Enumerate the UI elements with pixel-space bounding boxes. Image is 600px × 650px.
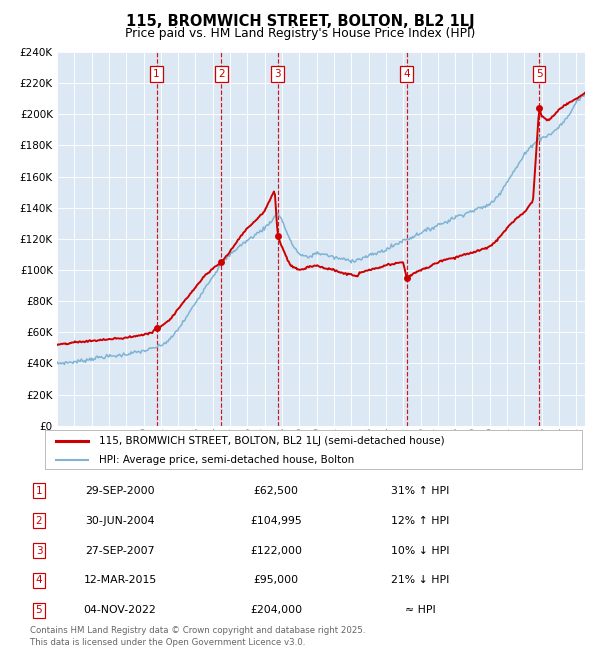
- Text: 21% ↓ HPI: 21% ↓ HPI: [391, 575, 449, 586]
- Text: HPI: Average price, semi-detached house, Bolton: HPI: Average price, semi-detached house,…: [98, 454, 354, 465]
- Text: 4: 4: [35, 575, 43, 586]
- Text: 10% ↓ HPI: 10% ↓ HPI: [391, 545, 449, 556]
- Text: 115, BROMWICH STREET, BOLTON, BL2 1LJ (semi-detached house): 115, BROMWICH STREET, BOLTON, BL2 1LJ (s…: [98, 436, 445, 446]
- Text: 1: 1: [153, 69, 160, 79]
- Text: £104,995: £104,995: [250, 515, 302, 526]
- Text: £122,000: £122,000: [250, 545, 302, 556]
- Text: Price paid vs. HM Land Registry's House Price Index (HPI): Price paid vs. HM Land Registry's House …: [125, 27, 475, 40]
- Text: 4: 4: [403, 69, 410, 79]
- Text: 5: 5: [536, 69, 542, 79]
- Text: 3: 3: [274, 69, 281, 79]
- Text: 115, BROMWICH STREET, BOLTON, BL2 1LJ: 115, BROMWICH STREET, BOLTON, BL2 1LJ: [125, 14, 475, 29]
- Text: 12% ↑ HPI: 12% ↑ HPI: [391, 515, 449, 526]
- Text: 27-SEP-2007: 27-SEP-2007: [85, 545, 155, 556]
- Text: 1: 1: [35, 486, 43, 496]
- Text: Contains HM Land Registry data © Crown copyright and database right 2025.
This d: Contains HM Land Registry data © Crown c…: [30, 626, 365, 647]
- Text: £95,000: £95,000: [253, 575, 299, 586]
- Text: 31% ↑ HPI: 31% ↑ HPI: [391, 486, 449, 496]
- Text: 30-JUN-2004: 30-JUN-2004: [85, 515, 155, 526]
- Text: 2: 2: [218, 69, 225, 79]
- Text: £62,500: £62,500: [254, 486, 299, 496]
- Text: 2: 2: [35, 515, 43, 526]
- Text: 3: 3: [35, 545, 43, 556]
- Text: £204,000: £204,000: [250, 605, 302, 616]
- Text: 04-NOV-2022: 04-NOV-2022: [83, 605, 157, 616]
- Text: ≈ HPI: ≈ HPI: [404, 605, 436, 616]
- Text: 5: 5: [35, 605, 43, 616]
- Text: 29-SEP-2000: 29-SEP-2000: [85, 486, 155, 496]
- Text: 12-MAR-2015: 12-MAR-2015: [83, 575, 157, 586]
